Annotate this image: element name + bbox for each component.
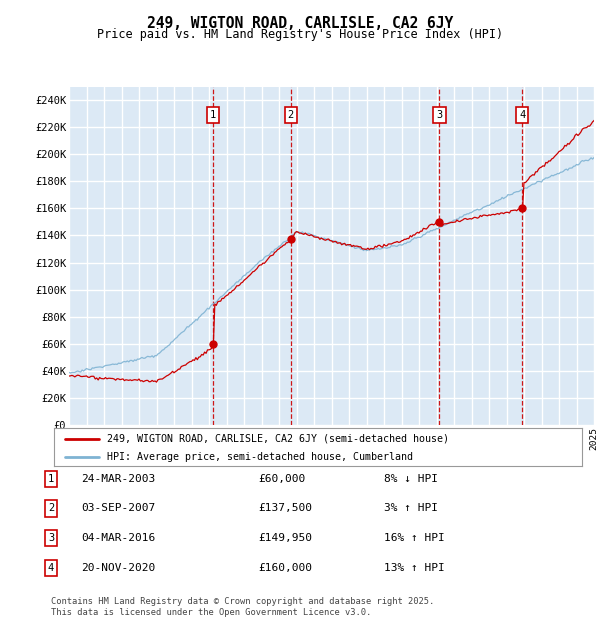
Text: £60,000: £60,000 [258, 474, 305, 484]
Text: 13% ↑ HPI: 13% ↑ HPI [384, 563, 445, 573]
Text: 24-MAR-2003: 24-MAR-2003 [81, 474, 155, 484]
Text: 4: 4 [48, 563, 54, 573]
Text: £137,500: £137,500 [258, 503, 312, 513]
Text: £160,000: £160,000 [258, 563, 312, 573]
Text: 04-MAR-2016: 04-MAR-2016 [81, 533, 155, 543]
Text: Price paid vs. HM Land Registry's House Price Index (HPI): Price paid vs. HM Land Registry's House … [97, 28, 503, 41]
Text: 249, WIGTON ROAD, CARLISLE, CA2 6JY: 249, WIGTON ROAD, CARLISLE, CA2 6JY [147, 16, 453, 30]
Text: HPI: Average price, semi-detached house, Cumberland: HPI: Average price, semi-detached house,… [107, 451, 413, 462]
Text: 20-NOV-2020: 20-NOV-2020 [81, 563, 155, 573]
Text: 2: 2 [48, 503, 54, 513]
Text: 16% ↑ HPI: 16% ↑ HPI [384, 533, 445, 543]
Text: £149,950: £149,950 [258, 533, 312, 543]
Text: 249, WIGTON ROAD, CARLISLE, CA2 6JY (semi-detached house): 249, WIGTON ROAD, CARLISLE, CA2 6JY (sem… [107, 433, 449, 443]
Text: 1: 1 [210, 110, 216, 120]
Text: 1: 1 [48, 474, 54, 484]
Text: 4: 4 [519, 110, 525, 120]
Text: 3: 3 [436, 110, 443, 120]
Text: Contains HM Land Registry data © Crown copyright and database right 2025.
This d: Contains HM Land Registry data © Crown c… [51, 598, 434, 617]
Text: 2: 2 [287, 110, 294, 120]
Text: 3: 3 [48, 533, 54, 543]
Text: 3% ↑ HPI: 3% ↑ HPI [384, 503, 438, 513]
Text: 8% ↓ HPI: 8% ↓ HPI [384, 474, 438, 484]
Text: 03-SEP-2007: 03-SEP-2007 [81, 503, 155, 513]
